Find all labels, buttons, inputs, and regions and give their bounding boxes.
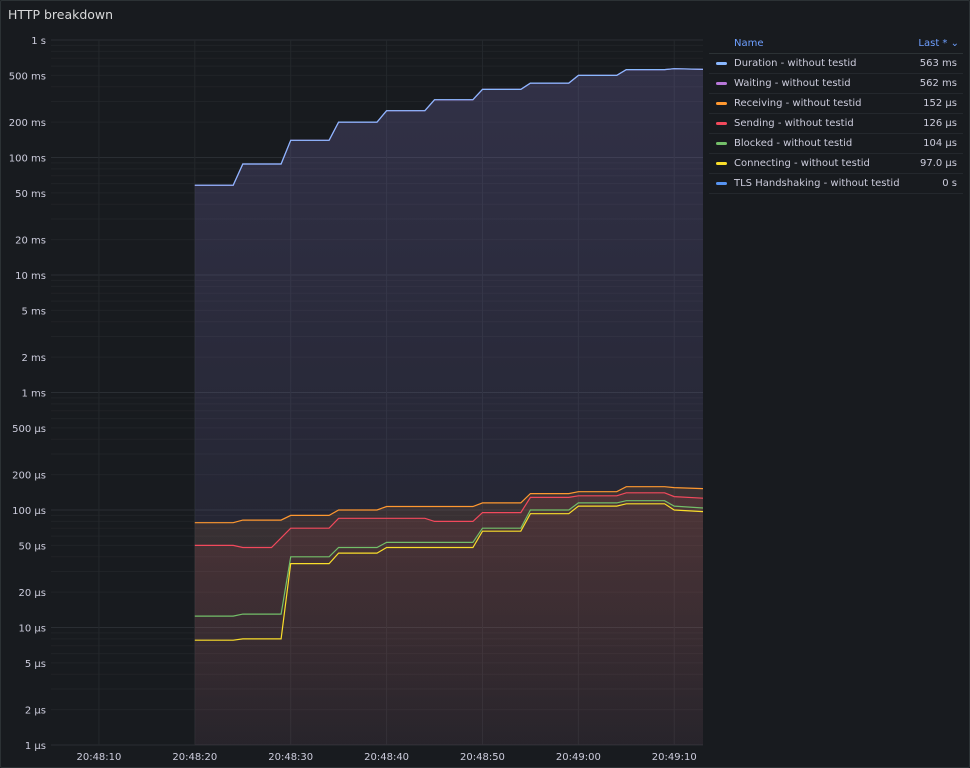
x-tick-label: 20:48:20 bbox=[172, 752, 217, 763]
series-line bbox=[194, 486, 704, 524]
legend-row-tls-handshaking[interactable]: TLS Handshaking - without testid 0 s bbox=[709, 174, 963, 194]
legend-row-waiting[interactable]: Waiting - without testid 562 ms bbox=[709, 74, 963, 94]
legend-header-name[interactable]: Name bbox=[734, 38, 764, 49]
y-tick-label: 500 µs bbox=[12, 424, 46, 435]
series-color-swatch[interactable] bbox=[716, 182, 727, 185]
y-tick-label: 50 ms bbox=[15, 189, 46, 200]
legend-header: Name Last * ⌄ bbox=[709, 34, 963, 54]
x-tick-label: 20:48:40 bbox=[364, 752, 409, 763]
panel-title[interactable]: HTTP breakdown bbox=[8, 7, 114, 22]
y-tick-label: 100 µs bbox=[12, 506, 46, 517]
legend-series-name: Waiting - without testid bbox=[734, 78, 851, 89]
legend-series-last: 126 µs bbox=[923, 118, 957, 129]
legend-series-last: 104 µs bbox=[923, 138, 957, 149]
series-line bbox=[194, 503, 704, 641]
series-area-fill bbox=[194, 486, 704, 745]
legend-table: Name Last * ⌄ Duration - without testid … bbox=[709, 34, 963, 194]
y-tick-label: 100 ms bbox=[9, 154, 46, 165]
series-color-swatch[interactable] bbox=[716, 162, 727, 165]
legend-row-sending[interactable]: Sending - without testid 126 µs bbox=[709, 114, 963, 134]
legend-header-last[interactable]: Last * ⌄ bbox=[918, 38, 959, 49]
legend-series-name: Duration - without testid bbox=[734, 58, 857, 69]
y-tick-label: 200 µs bbox=[12, 471, 46, 482]
x-tick-label: 20:49:00 bbox=[556, 752, 601, 763]
legend-series-last: 152 µs bbox=[923, 98, 957, 109]
x-tick-label: 20:49:10 bbox=[652, 752, 697, 763]
y-tick-label: 1 µs bbox=[25, 741, 46, 752]
series-color-swatch[interactable] bbox=[716, 102, 727, 105]
legend-series-last: 563 ms bbox=[919, 58, 957, 69]
y-tick-label: 10 µs bbox=[19, 624, 46, 635]
y-tick-label: 5 ms bbox=[22, 306, 47, 317]
legend-row-connecting[interactable]: Connecting - without testid 97.0 µs bbox=[709, 154, 963, 174]
legend-series-name: Sending - without testid bbox=[734, 118, 854, 129]
x-tick-label: 20:48:50 bbox=[460, 752, 505, 763]
x-tick-label: 20:48:10 bbox=[76, 752, 121, 763]
x-tick-label: 20:48:30 bbox=[268, 752, 313, 763]
series-line bbox=[194, 500, 704, 617]
y-tick-label: 2 µs bbox=[25, 706, 46, 717]
legend-series-name: Receiving - without testid bbox=[734, 98, 862, 109]
legend-series-last: 562 ms bbox=[919, 78, 957, 89]
legend-row-blocked[interactable]: Blocked - without testid 104 µs bbox=[709, 134, 963, 154]
legend-row-receiving[interactable]: Receiving - without testid 152 µs bbox=[709, 94, 963, 114]
y-tick-label: 5 µs bbox=[25, 659, 46, 670]
y-tick-label: 200 ms bbox=[9, 118, 46, 129]
series-line bbox=[194, 68, 704, 186]
y-tick-label: 2 ms bbox=[22, 353, 47, 364]
legend-series-last: 97.0 µs bbox=[919, 158, 957, 169]
legend-series-name: Connecting - without testid bbox=[734, 158, 870, 169]
y-tick-label: 10 ms bbox=[15, 271, 46, 282]
y-tick-label: 50 µs bbox=[19, 541, 46, 552]
series-line bbox=[194, 492, 704, 549]
y-tick-label: 20 µs bbox=[19, 588, 46, 599]
series-color-swatch[interactable] bbox=[716, 62, 727, 65]
y-tick-label: 500 ms bbox=[9, 71, 46, 82]
y-tick-label: 1 s bbox=[31, 36, 46, 47]
series-color-swatch[interactable] bbox=[716, 82, 727, 85]
y-tick-label: 1 ms bbox=[22, 389, 47, 400]
series-color-swatch[interactable] bbox=[716, 122, 727, 125]
legend-row-duration[interactable]: Duration - without testid 563 ms bbox=[709, 54, 963, 74]
legend-series-name: Blocked - without testid bbox=[734, 138, 853, 149]
legend-series-name: TLS Handshaking - without testid bbox=[734, 178, 900, 189]
series-color-swatch[interactable] bbox=[716, 142, 727, 145]
y-tick-label: 20 ms bbox=[15, 236, 46, 247]
legend-series-last: 0 s bbox=[942, 178, 957, 189]
